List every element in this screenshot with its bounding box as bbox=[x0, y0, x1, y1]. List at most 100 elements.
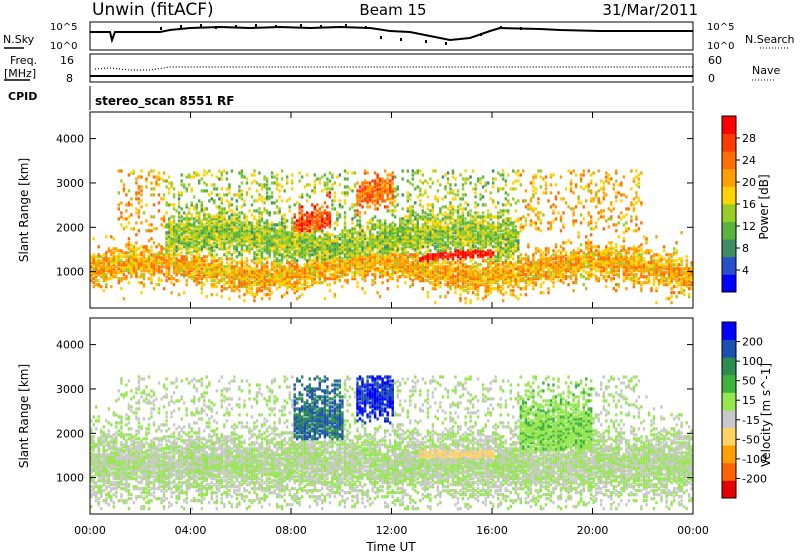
power-cell bbox=[228, 223, 231, 227]
power-cell bbox=[188, 219, 191, 223]
power-cell bbox=[489, 237, 492, 241]
power-cell bbox=[286, 199, 289, 203]
power-cell bbox=[421, 217, 424, 221]
power-cell bbox=[466, 283, 470, 287]
power-cell bbox=[140, 193, 143, 197]
power-cell bbox=[321, 221, 324, 225]
power-cell bbox=[321, 175, 324, 179]
power-cell bbox=[366, 201, 369, 205]
power-cell bbox=[318, 249, 321, 253]
power-cell bbox=[479, 229, 482, 233]
power-cell bbox=[268, 273, 271, 277]
power-cell bbox=[479, 283, 482, 287]
power-cell bbox=[358, 249, 362, 253]
power-cell bbox=[155, 245, 158, 249]
power-cell bbox=[260, 255, 264, 259]
power-cell bbox=[487, 293, 490, 297]
power-cell bbox=[459, 215, 462, 219]
power-cell bbox=[426, 263, 430, 267]
power-cell bbox=[165, 203, 168, 207]
power-cell bbox=[474, 225, 477, 229]
power-cell bbox=[301, 233, 304, 237]
power-cell bbox=[416, 241, 419, 245]
power-cell bbox=[381, 227, 384, 231]
power-cell bbox=[366, 267, 369, 271]
power-cell bbox=[328, 249, 332, 253]
power-cell bbox=[220, 237, 223, 241]
power-cell bbox=[250, 203, 254, 207]
power-cell bbox=[464, 227, 467, 231]
power-cell bbox=[301, 247, 304, 251]
power-cell bbox=[258, 269, 261, 273]
power-cell bbox=[409, 197, 412, 201]
power-cell bbox=[298, 227, 301, 231]
power-cell bbox=[140, 273, 143, 277]
power-cell bbox=[142, 249, 146, 253]
power-cell bbox=[172, 251, 176, 255]
power-cell bbox=[172, 253, 176, 257]
power-cell bbox=[497, 277, 500, 281]
power-cell bbox=[492, 271, 495, 275]
power-cell bbox=[353, 247, 357, 251]
power-cell bbox=[177, 239, 181, 243]
power-cell bbox=[250, 195, 254, 199]
power-cell bbox=[100, 267, 103, 271]
power-cell bbox=[170, 229, 173, 233]
power-cell bbox=[436, 251, 440, 255]
power-cell bbox=[411, 223, 414, 227]
power-cell bbox=[386, 235, 389, 239]
power-cell bbox=[504, 291, 507, 295]
power-cell bbox=[409, 227, 412, 231]
power-cell bbox=[434, 273, 437, 277]
power-cell bbox=[416, 277, 419, 281]
power-cell bbox=[95, 259, 98, 263]
power-cell bbox=[424, 231, 427, 235]
power-cell bbox=[215, 243, 218, 247]
power-cell bbox=[497, 279, 500, 283]
power-cell bbox=[200, 245, 203, 249]
power-cell bbox=[122, 269, 126, 273]
power-cell bbox=[343, 269, 347, 273]
power-cell bbox=[356, 259, 359, 263]
power-cell bbox=[426, 195, 430, 199]
power-cell bbox=[125, 217, 128, 221]
power-cell bbox=[436, 237, 440, 241]
power-cell bbox=[245, 229, 249, 233]
power-cell bbox=[152, 269, 156, 273]
power-cell bbox=[323, 245, 327, 249]
power-cell bbox=[303, 257, 306, 261]
power-cell bbox=[439, 277, 442, 281]
power-cell bbox=[494, 233, 497, 237]
power-cell bbox=[363, 181, 367, 185]
power-cell bbox=[157, 253, 161, 257]
power-cell bbox=[464, 277, 467, 281]
power-cell bbox=[120, 223, 123, 227]
power-cell bbox=[439, 273, 442, 277]
power-cell bbox=[366, 241, 369, 245]
power-cell bbox=[193, 279, 196, 283]
power-cell bbox=[293, 241, 296, 245]
power-cell bbox=[356, 241, 359, 245]
power-cell bbox=[466, 211, 470, 215]
power-cell bbox=[323, 247, 327, 251]
power-cell bbox=[283, 265, 286, 269]
power-cell bbox=[208, 267, 211, 271]
power-cell bbox=[394, 231, 397, 235]
power-cell bbox=[162, 273, 166, 277]
power-cell bbox=[235, 271, 239, 275]
power-cell bbox=[446, 283, 450, 287]
power-cell bbox=[326, 177, 329, 181]
power-cell bbox=[142, 259, 146, 263]
power-cell bbox=[489, 287, 492, 291]
power-cell bbox=[376, 261, 379, 265]
power-cell bbox=[250, 235, 254, 239]
power-cell bbox=[225, 237, 229, 241]
power-cell bbox=[165, 211, 168, 215]
power-cell bbox=[368, 245, 372, 249]
power-cell bbox=[303, 185, 306, 189]
power-cell bbox=[130, 243, 133, 247]
power-cell bbox=[135, 265, 138, 269]
power-cell bbox=[210, 253, 213, 257]
power-cell bbox=[278, 209, 281, 213]
power-cell bbox=[371, 255, 374, 259]
